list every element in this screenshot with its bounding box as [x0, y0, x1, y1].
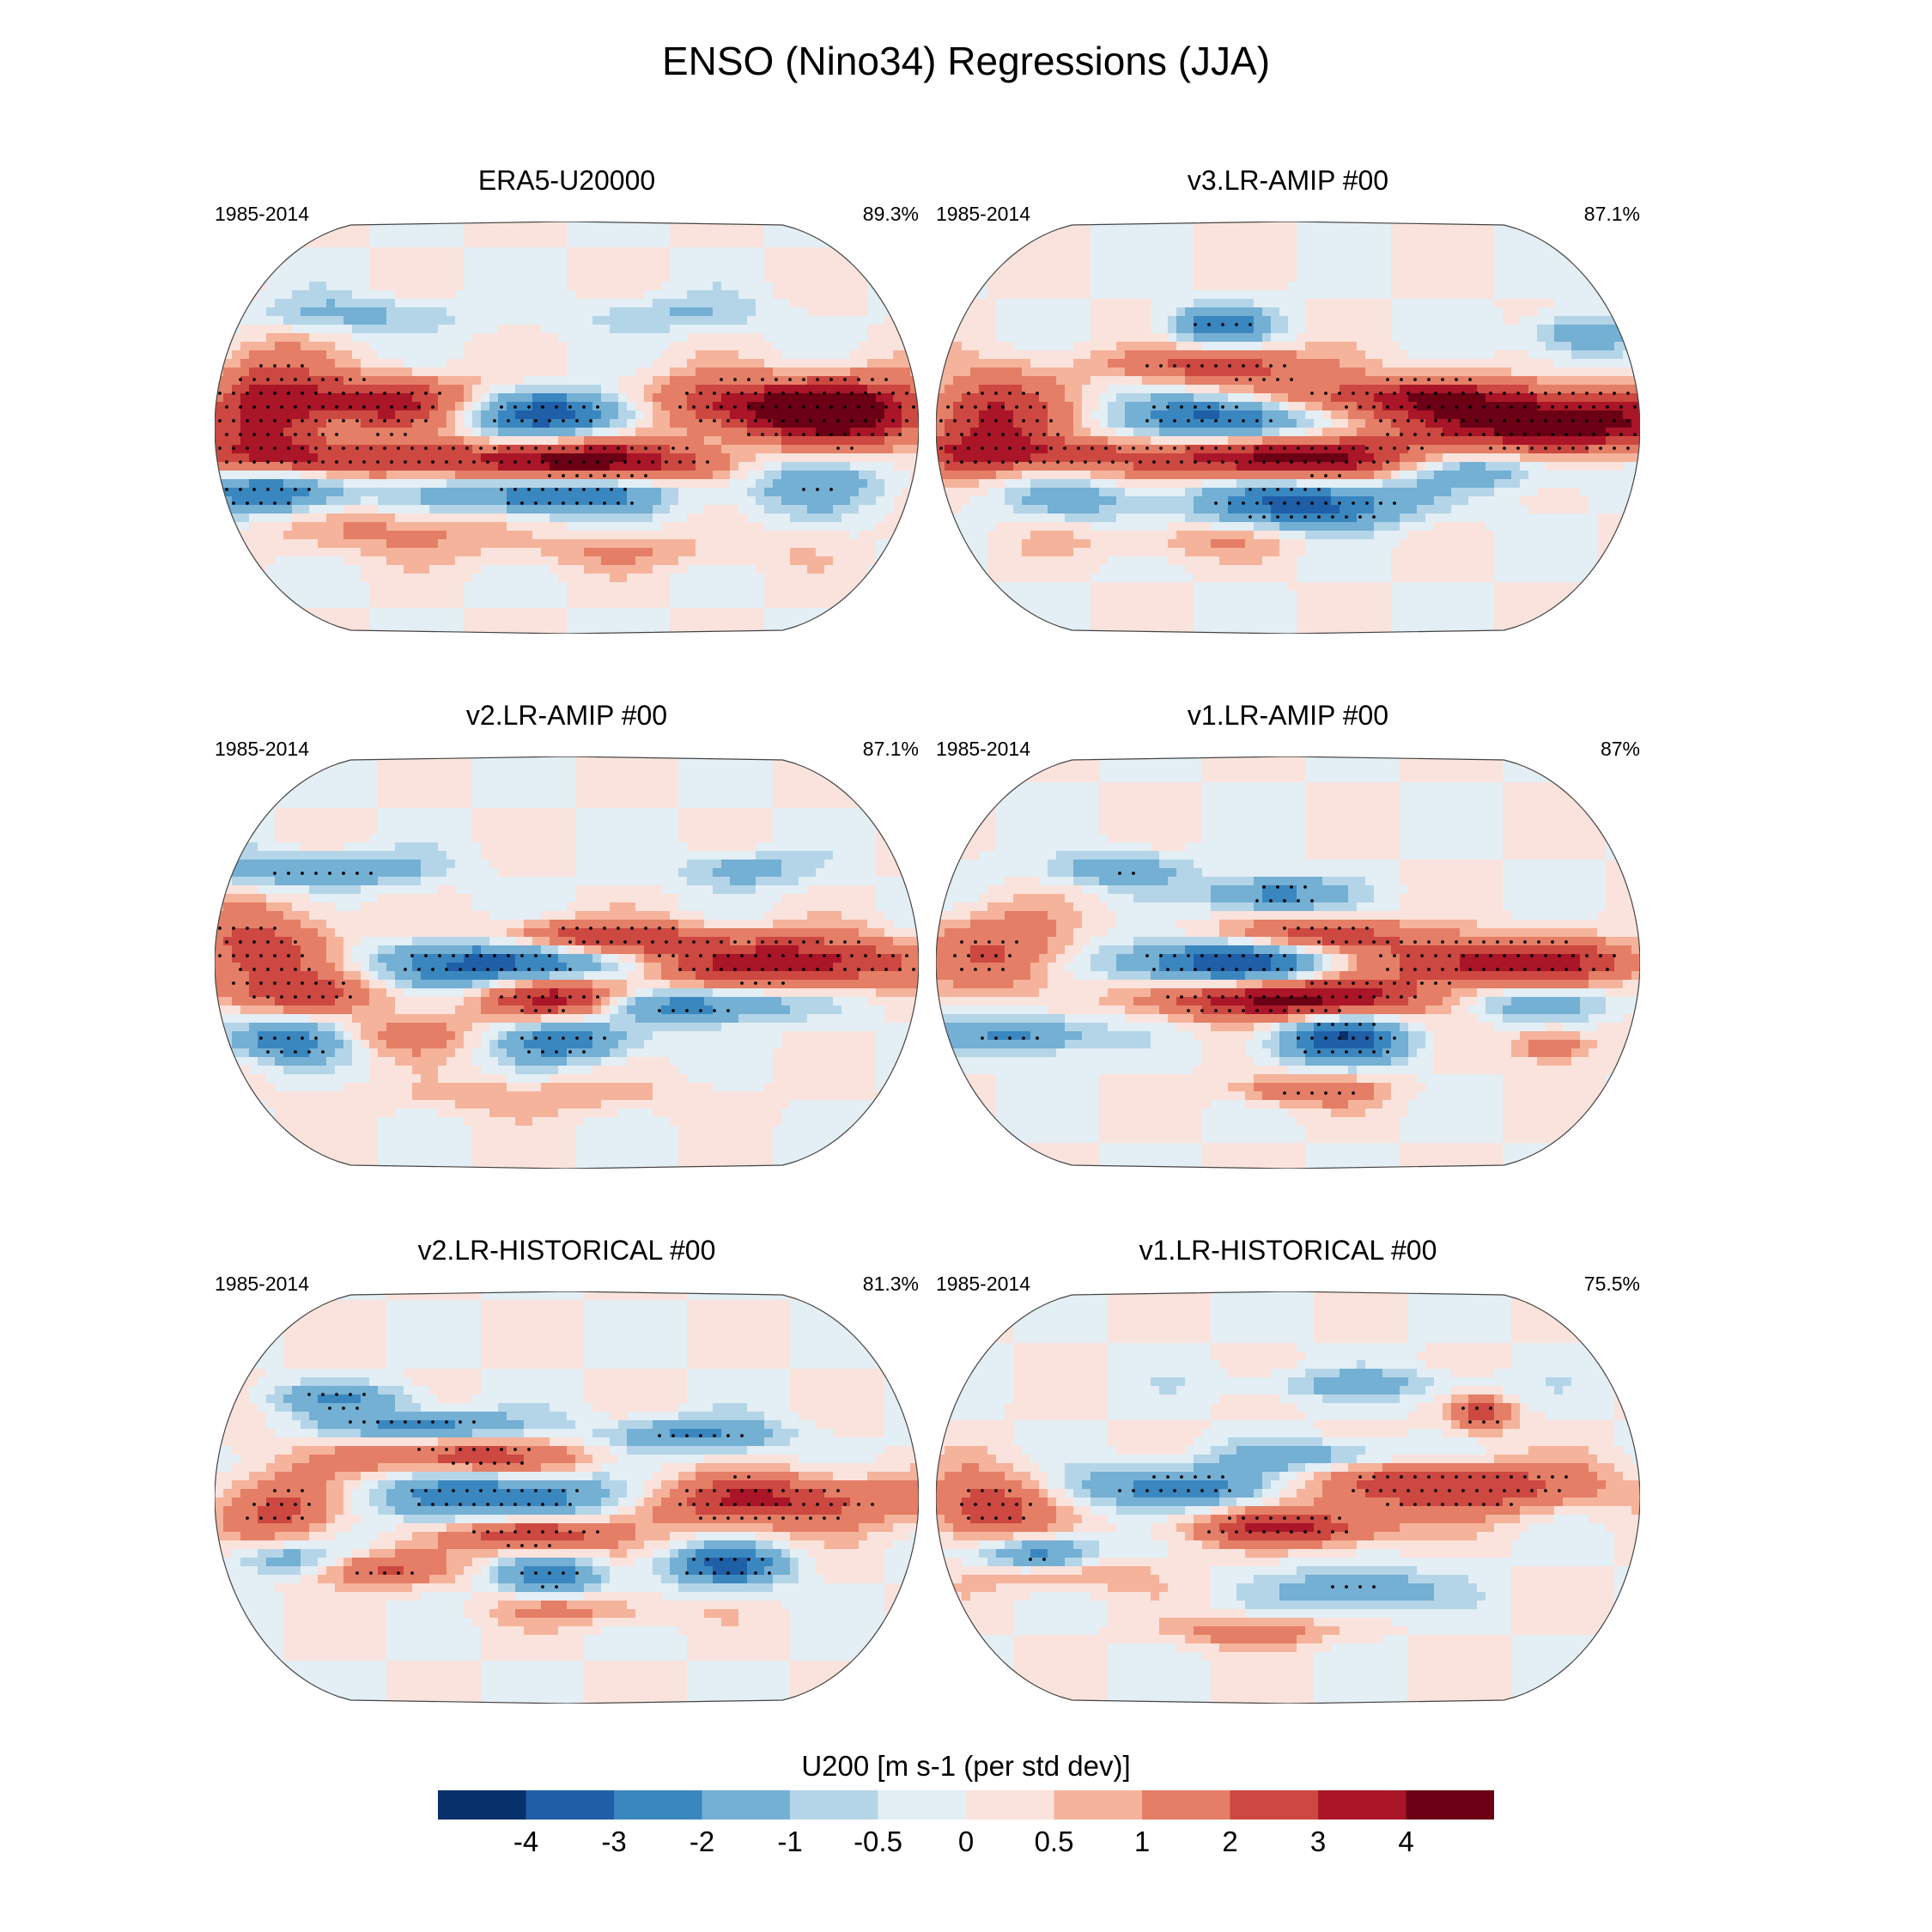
figure-title: ENSO (Nino34) Regressions (JJA) — [0, 38, 1932, 84]
panel-pattern-correlation: 87% — [1601, 738, 1640, 761]
colorbar-tick: -0.5 — [854, 1826, 902, 1858]
colorbar-tick: 3 — [1310, 1826, 1326, 1858]
regression-field — [215, 1291, 919, 1704]
map-border — [936, 756, 1640, 1169]
panel-title: v3.LR-AMIP #00 — [936, 165, 1640, 197]
significance-stippling — [218, 364, 915, 505]
panel-period: 1985-2014 — [215, 1273, 309, 1296]
panel-period: 1985-2014 — [215, 738, 309, 761]
map-border — [215, 222, 919, 634]
regression-field — [936, 756, 1640, 1169]
significance-stippling — [246, 1393, 874, 1589]
robinson-map — [936, 222, 1640, 634]
panel-pattern-correlation: 81.3% — [863, 1273, 919, 1296]
robinson-map — [936, 1291, 1640, 1704]
colorbar-tick: 1 — [1134, 1826, 1150, 1858]
robinson-map — [936, 756, 1640, 1169]
regression-field — [936, 222, 1640, 634]
map-border — [936, 222, 1640, 634]
colorbar-swatch — [790, 1790, 878, 1820]
colorbar-tick: -1 — [777, 1826, 802, 1858]
colorbar-swatch — [702, 1790, 791, 1820]
map-border — [215, 1291, 919, 1704]
robinson-map — [215, 1291, 919, 1704]
panel-pattern-correlation: 75.5% — [1584, 1273, 1640, 1296]
significance-stippling — [218, 872, 915, 1054]
regression-field — [215, 756, 919, 1169]
map-panel-v2-historical: v2.LR-HISTORICAL #00 1985-2014 81.3% — [215, 1230, 919, 1710]
significance-stippling — [953, 872, 1616, 1095]
colorbar-tick: -4 — [513, 1826, 538, 1858]
colorbar-swatch — [966, 1790, 1054, 1820]
map-panel-v1-historical: v1.LR-HISTORICAL #00 1985-2014 75.5% — [936, 1230, 1640, 1710]
panel-period: 1985-2014 — [936, 738, 1030, 761]
significance-stippling — [939, 323, 1637, 519]
regression-field — [936, 1291, 1640, 1704]
map-panel-era5: ERA5-U20000 1985-2014 89.3% — [215, 160, 919, 641]
colorbar-swatch — [1142, 1790, 1230, 1820]
colorbar-tick: -3 — [601, 1826, 626, 1858]
colorbar — [438, 1790, 1494, 1820]
map-panel-v2-amip: v2.LR-AMIP #00 1985-2014 87.1% — [215, 695, 919, 1176]
map-panel-v1-amip: v1.LR-AMIP #00 1985-2014 87% — [936, 695, 1640, 1176]
panel-pattern-correlation: 87.1% — [863, 738, 919, 761]
robinson-map — [215, 222, 919, 634]
colorbar-tick: 2 — [1222, 1826, 1237, 1858]
colorbar-tick: 0 — [958, 1826, 974, 1858]
panel-title: v2.LR-AMIP #00 — [215, 700, 919, 732]
panel-period: 1985-2014 — [936, 203, 1030, 226]
panel-pattern-correlation: 89.3% — [863, 203, 919, 226]
colorbar-swatch — [1318, 1790, 1406, 1820]
panel-title: v1.LR-HISTORICAL #00 — [936, 1235, 1640, 1267]
map-border — [215, 756, 919, 1169]
panel-period: 1985-2014 — [936, 1273, 1030, 1296]
colorbar-swatch — [438, 1790, 526, 1820]
regression-field — [215, 222, 919, 634]
colorbar-swatch — [1054, 1790, 1143, 1820]
panel-title: ERA5-U20000 — [215, 165, 919, 197]
colorbar-swatch — [878, 1790, 967, 1820]
colorbar-swatch — [1406, 1790, 1494, 1820]
panel-title: v1.LR-AMIP #00 — [936, 700, 1640, 732]
map-border — [936, 1291, 1640, 1704]
colorbar-tick: 4 — [1398, 1826, 1413, 1858]
colorbar-label: U200 [m s-1 (per std dev)] — [0, 1750, 1932, 1783]
significance-stippling — [960, 1406, 1568, 1589]
map-panel-v3-amip: v3.LR-AMIP #00 1985-2014 87.1% — [936, 160, 1640, 641]
panel-title: v2.LR-HISTORICAL #00 — [215, 1235, 919, 1267]
colorbar-tick: 0.5 — [1035, 1826, 1074, 1858]
colorbar-tick: -2 — [690, 1826, 714, 1858]
panel-period: 1985-2014 — [215, 203, 309, 226]
colorbar-swatch — [1230, 1790, 1319, 1820]
robinson-map — [215, 756, 919, 1169]
colorbar-swatch — [614, 1790, 702, 1820]
colorbar-swatch — [526, 1790, 615, 1820]
panel-pattern-correlation: 87.1% — [1584, 203, 1640, 226]
